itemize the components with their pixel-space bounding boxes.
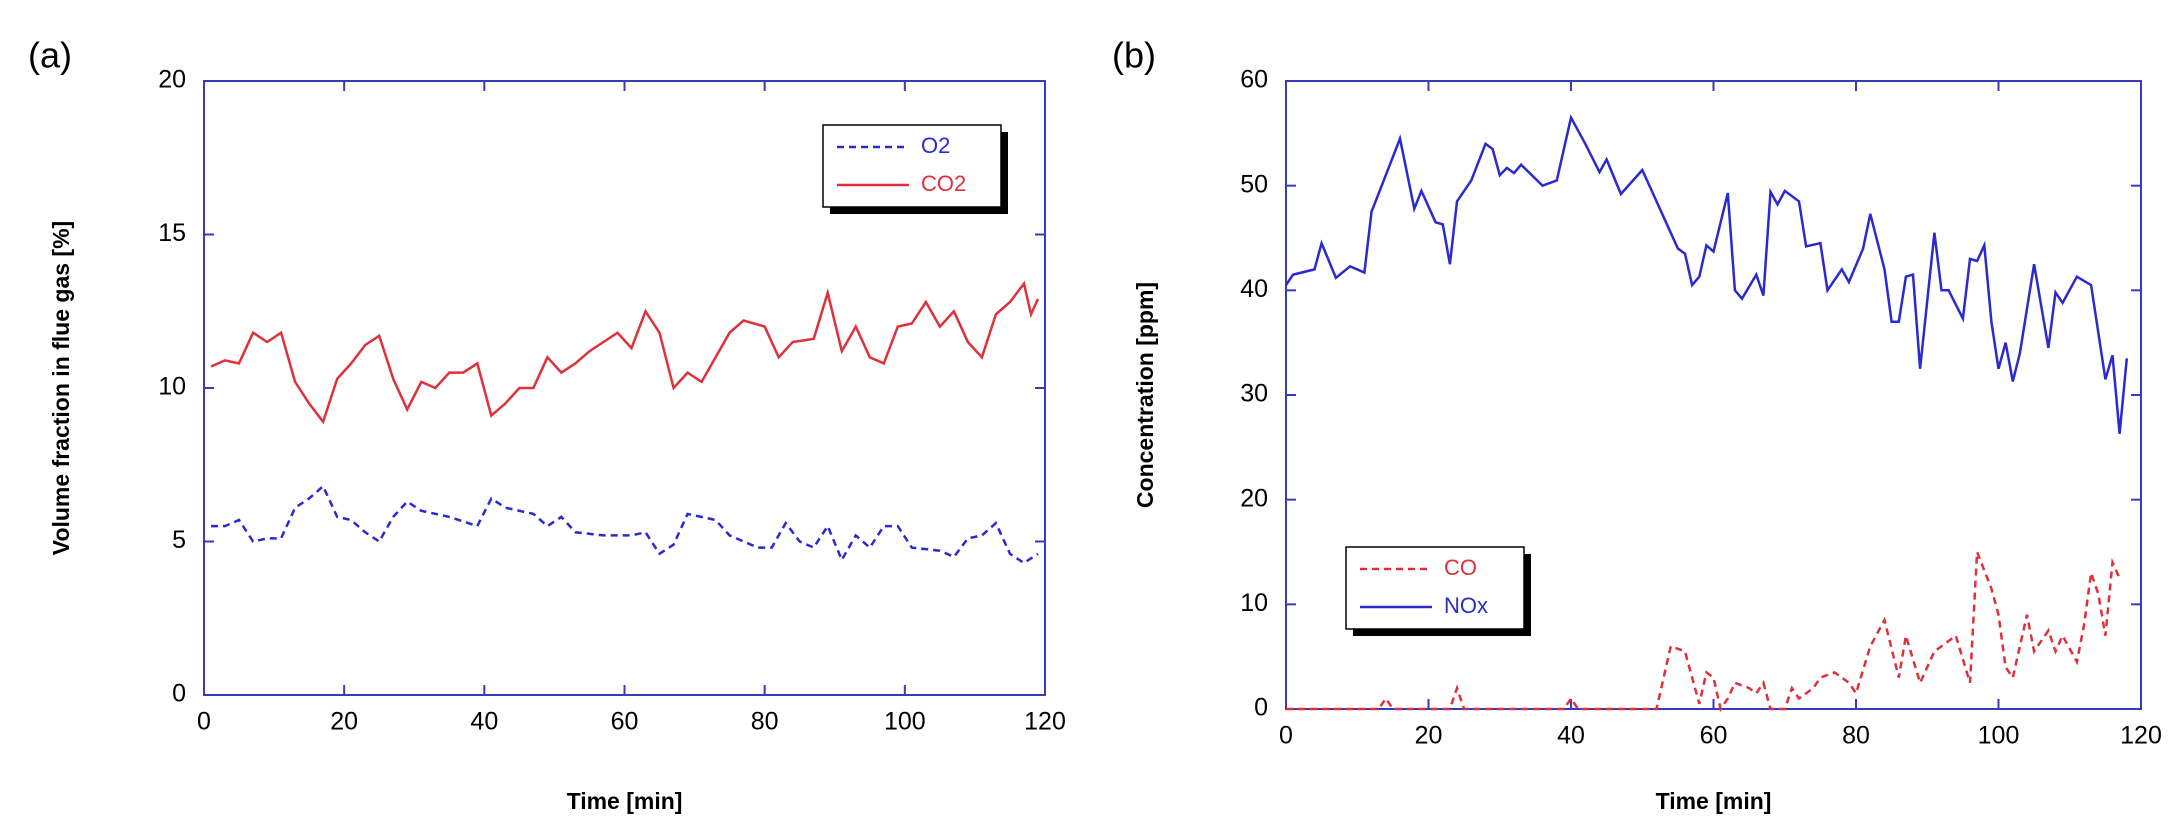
legend-label: O2 <box>921 133 950 158</box>
x-tick-label: 0 <box>1279 722 1293 750</box>
plot-frame <box>203 80 1046 696</box>
panel-label: (b) <box>1112 35 1156 76</box>
y-tick-label: 10 <box>1240 589 1268 617</box>
x-axis-title: Time [min] <box>567 788 683 814</box>
y-tick-label: 60 <box>1240 66 1268 94</box>
x-tick-label: 100 <box>884 708 926 736</box>
legend-label: CO2 <box>921 171 966 196</box>
x-tick-label: 0 <box>197 708 211 736</box>
panel-label: (a) <box>28 35 72 76</box>
x-tick-label: 80 <box>1842 722 1870 750</box>
x-tick-label: 60 <box>1700 722 1728 750</box>
y-tick-label: 15 <box>158 219 186 247</box>
y-tick-label: 0 <box>1254 694 1268 722</box>
legend-box <box>1345 546 1525 630</box>
x-axis-title: Time [min] <box>1656 788 1772 814</box>
y-tick-label: 50 <box>1240 170 1268 198</box>
x-tick-label: 120 <box>1024 708 1066 736</box>
legend-label: CO <box>1444 555 1477 580</box>
plot-frame <box>1285 80 2142 710</box>
y-tick-label: 0 <box>172 680 186 708</box>
y-axis-title: Volume fraction in flue gas [%] <box>48 221 74 555</box>
series-line <box>211 484 1039 565</box>
x-tick-label: 40 <box>470 708 498 736</box>
series-line <box>1286 551 2121 713</box>
x-tick-label: 100 <box>1978 722 2020 750</box>
series-line <box>1284 114 2129 434</box>
y-tick-label: 20 <box>158 66 186 94</box>
y-tick-label: 5 <box>172 526 186 554</box>
legend-label: NOx <box>1444 593 1488 618</box>
x-tick-label: 20 <box>330 708 358 736</box>
x-tick-label: 60 <box>611 708 639 736</box>
x-tick-label: 80 <box>751 708 779 736</box>
y-tick-label: 20 <box>1240 484 1268 512</box>
y-axis-title: Concentration [ppm] <box>1132 282 1158 508</box>
y-tick-label: 40 <box>1240 275 1268 303</box>
y-tick-label: 30 <box>1240 380 1268 408</box>
x-tick-label: 120 <box>2120 722 2162 750</box>
x-tick-label: 20 <box>1415 722 1443 750</box>
legend-box <box>822 124 1002 208</box>
y-tick-label: 10 <box>158 373 186 401</box>
x-tick-label: 40 <box>1557 722 1585 750</box>
series-line <box>210 280 1040 425</box>
